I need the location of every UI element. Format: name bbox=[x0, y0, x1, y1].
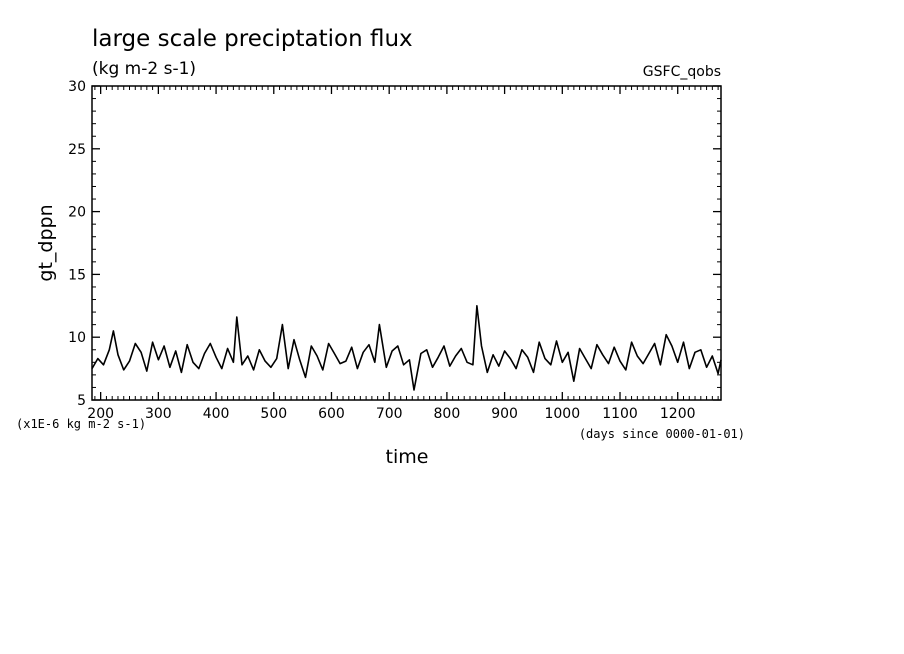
chart-title: large scale preciptation flux bbox=[92, 26, 413, 52]
y-axis-label: gt_dppn bbox=[35, 204, 57, 281]
dataset-label: GSFC_qobs bbox=[643, 64, 721, 80]
series-group bbox=[91, 304, 722, 391]
x-tick-label: 800 bbox=[434, 406, 461, 422]
y-tick-label: 30 bbox=[68, 79, 86, 95]
y-tick-label: 20 bbox=[68, 205, 86, 221]
y-tick-label: 5 bbox=[77, 393, 86, 409]
x-tick-label: 200 bbox=[87, 406, 114, 422]
x-units-note: (days since 0000-01-01) bbox=[579, 427, 745, 441]
y-tick-label: 10 bbox=[68, 330, 86, 346]
series-line bbox=[91, 304, 722, 391]
x-axis-label: time bbox=[386, 446, 429, 468]
x-tick-label: 1000 bbox=[544, 406, 580, 422]
x-tick-label: 300 bbox=[145, 406, 172, 422]
chart-subtitle: (kg m-2 s-1) bbox=[92, 59, 196, 79]
x-tick-label: 400 bbox=[203, 406, 230, 422]
x-tick-label: 1200 bbox=[660, 406, 696, 422]
x-tick-labels: 200 300 400 500 600 700 800 900 1000 1100 1200 bbox=[87, 406, 695, 422]
plot-frame bbox=[91, 85, 722, 401]
x-tick-label: 900 bbox=[491, 406, 518, 422]
y-tick-labels: 5 10 15 20 25 30 bbox=[68, 79, 86, 409]
x-tick-label: 500 bbox=[260, 406, 287, 422]
y-tick-label: 25 bbox=[68, 142, 86, 158]
axis-ticks bbox=[92, 85, 721, 401]
y-tick-label: 15 bbox=[68, 267, 86, 283]
y-units-note: (x1E-6 kg m-2 s-1) bbox=[16, 417, 146, 431]
x-tick-label: 600 bbox=[318, 406, 345, 422]
x-tick-label: 1100 bbox=[602, 406, 638, 422]
x-tick-label: 700 bbox=[376, 406, 403, 422]
